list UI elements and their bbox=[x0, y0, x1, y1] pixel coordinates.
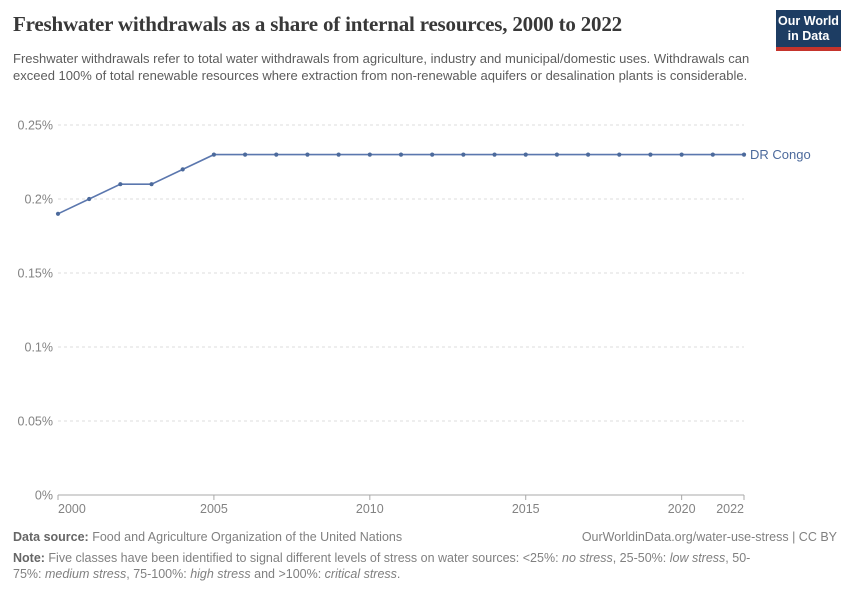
note-text: high stress bbox=[190, 567, 251, 581]
data-point-2022[interactable] bbox=[741, 152, 747, 157]
data-point-2018[interactable] bbox=[617, 152, 622, 157]
note-text: , 50-75%: bbox=[13, 551, 751, 581]
data-point-2013[interactable] bbox=[461, 152, 466, 157]
data-point-2007[interactable] bbox=[274, 152, 279, 157]
y-tick-label: 0.1% bbox=[25, 341, 54, 355]
y-tick-label: 0.15% bbox=[18, 267, 53, 281]
note-text: Five classes have been identified to sig… bbox=[44, 551, 563, 565]
note-text: no stress bbox=[562, 551, 613, 565]
note-text: and >100%: bbox=[250, 567, 325, 581]
data-point-2009[interactable] bbox=[336, 152, 341, 157]
data-point-2000[interactable] bbox=[55, 211, 61, 216]
chart-note: Note: Five classes have been identified … bbox=[13, 550, 765, 582]
logo-line-1: Our World bbox=[778, 14, 839, 28]
data-point-2016[interactable] bbox=[554, 152, 560, 157]
entity-label[interactable]: DR Congo bbox=[750, 147, 811, 162]
data-point-2017[interactable] bbox=[585, 152, 591, 157]
attribution-link[interactable]: OurWorldinData.org/water-use-stress | CC… bbox=[581, 530, 837, 544]
y-tick-label: 0.25% bbox=[18, 119, 53, 133]
note-label: Note: bbox=[13, 551, 45, 565]
x-tick-label: 2000 bbox=[58, 502, 86, 516]
x-tick-label: 2010 bbox=[356, 502, 384, 516]
data-source-text: Food and Agriculture Organization of the… bbox=[88, 530, 403, 544]
note-text: , 25-50%: bbox=[612, 551, 670, 565]
data-point-2004[interactable] bbox=[180, 167, 185, 172]
data-point-2003[interactable] bbox=[149, 182, 154, 187]
data-point-2005[interactable] bbox=[211, 152, 217, 157]
chart-footer: Data source: Food and Agriculture Organi… bbox=[13, 529, 837, 582]
logo-line-2: in Data bbox=[787, 29, 830, 43]
logo-red-stripe bbox=[776, 47, 841, 51]
x-tick-label: 2022 bbox=[716, 502, 744, 516]
note-text: critical stress bbox=[324, 567, 397, 581]
data-point-2015[interactable] bbox=[523, 152, 528, 157]
data-point-2019[interactable] bbox=[648, 152, 653, 157]
y-tick-label: 0.05% bbox=[18, 415, 53, 429]
note-text: , 75-100%: bbox=[126, 567, 191, 581]
data-point-2001[interactable] bbox=[87, 196, 92, 202]
data-source: Data source: Food and Agriculture Organi… bbox=[13, 529, 402, 545]
data-point-2011[interactable] bbox=[398, 152, 404, 157]
y-tick-label: 0% bbox=[35, 489, 53, 503]
data-source-label: Data source: bbox=[13, 530, 89, 544]
note-text: low stress bbox=[669, 551, 726, 565]
data-point-2021[interactable] bbox=[710, 152, 715, 157]
data-point-2002[interactable] bbox=[118, 182, 123, 187]
series-line-dr-congo[interactable] bbox=[57, 153, 744, 215]
chart-title: Freshwater withdrawals as a share of int… bbox=[13, 12, 622, 36]
x-tick-label: 2005 bbox=[200, 502, 228, 516]
chart-subtitle: Freshwater withdrawals refer to total wa… bbox=[13, 51, 750, 83]
y-tick-label: 0.2% bbox=[25, 193, 54, 207]
x-tick-label: 2015 bbox=[512, 502, 540, 516]
data-point-2020[interactable] bbox=[679, 152, 684, 157]
x-tick-label: 2020 bbox=[668, 502, 696, 516]
data-point-2006[interactable] bbox=[242, 152, 248, 157]
data-point-2012[interactable] bbox=[430, 152, 435, 157]
note-text: medium stress bbox=[44, 567, 127, 581]
note-text: . bbox=[396, 567, 401, 581]
owid-logo[interactable]: Our World in Data bbox=[776, 10, 841, 51]
data-point-2014[interactable] bbox=[492, 152, 497, 157]
plot-area: 0% 0.05% 0.1% 0.15% 0.2% 0.25% 2000 2005 2010 201… bbox=[18, 119, 811, 517]
data-point-2008[interactable] bbox=[305, 152, 310, 157]
data-point-2010[interactable] bbox=[367, 152, 372, 157]
